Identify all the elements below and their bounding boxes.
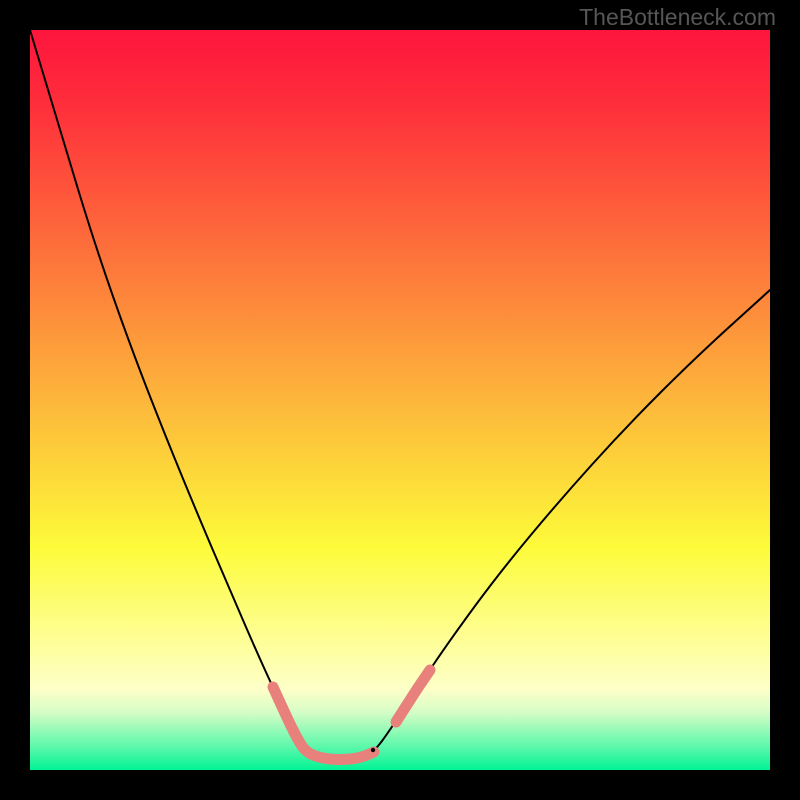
chart-frame: TheBottleneck.com <box>0 0 800 800</box>
bottleneck-chart <box>0 0 800 800</box>
watermark-text: TheBottleneck.com <box>579 4 776 31</box>
valley-dot <box>371 748 375 752</box>
